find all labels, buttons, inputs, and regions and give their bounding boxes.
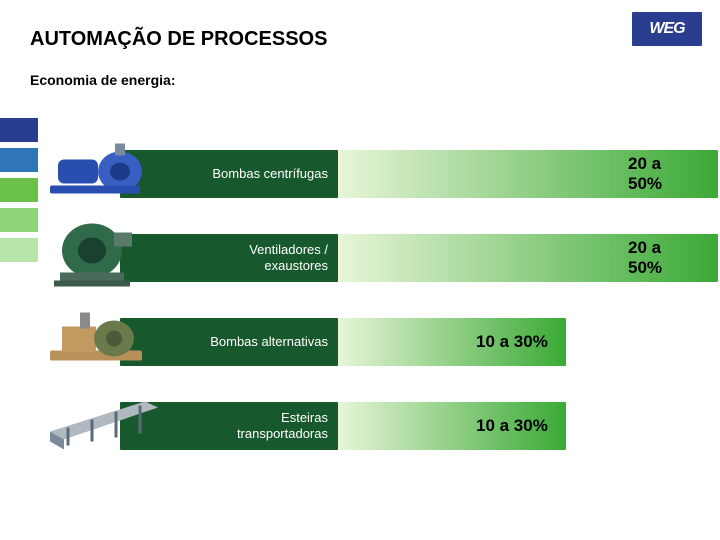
row-label: Bombas alternativas	[210, 334, 328, 350]
weg-logo-text: WEG	[649, 20, 684, 38]
chart-row: Bombas centrífugas 20 a 50%	[50, 135, 690, 213]
decorative-bar	[0, 148, 38, 172]
chart-row: Bombas alternativas 10 a 30%	[50, 303, 690, 381]
savings-value: 10 a 30%	[476, 332, 548, 352]
savings-value: 20 a 50%	[628, 154, 690, 194]
conveyor-icon	[50, 394, 160, 459]
decorative-bar	[0, 238, 38, 262]
row-label-block: Bombas alternativas	[120, 318, 338, 366]
decorative-bar	[0, 118, 38, 142]
row-label: Bombas centrífugas	[212, 166, 328, 182]
chart-row: Esteirastransportadoras 10 a 30%	[50, 387, 690, 465]
fan-icon	[50, 221, 135, 296]
row-label: Ventiladores /exaustores	[249, 242, 328, 275]
savings-value: 10 a 30%	[476, 416, 548, 436]
weg-logo: WEG	[632, 12, 702, 46]
page-subtitle: Economia de energia:	[30, 72, 175, 88]
savings-chart: Bombas centrífugas20 a 50%Ventiladores /…	[50, 135, 690, 471]
decorative-bar	[0, 178, 38, 202]
row-label-block: Bombas centrífugas	[120, 150, 338, 198]
pump-icon	[50, 142, 145, 207]
decorative-bar	[0, 208, 38, 232]
chart-row: Ventiladores /exaustores 20 a 50%	[50, 219, 690, 297]
decorative-left-bars	[0, 118, 38, 268]
row-label-block: Ventiladores /exaustores	[120, 234, 338, 282]
page-title: AUTOMAÇÃO DE PROCESSOS	[30, 28, 327, 51]
row-label: Esteirastransportadoras	[237, 410, 328, 443]
piston-icon	[50, 309, 145, 376]
savings-value: 20 a 50%	[628, 238, 690, 278]
